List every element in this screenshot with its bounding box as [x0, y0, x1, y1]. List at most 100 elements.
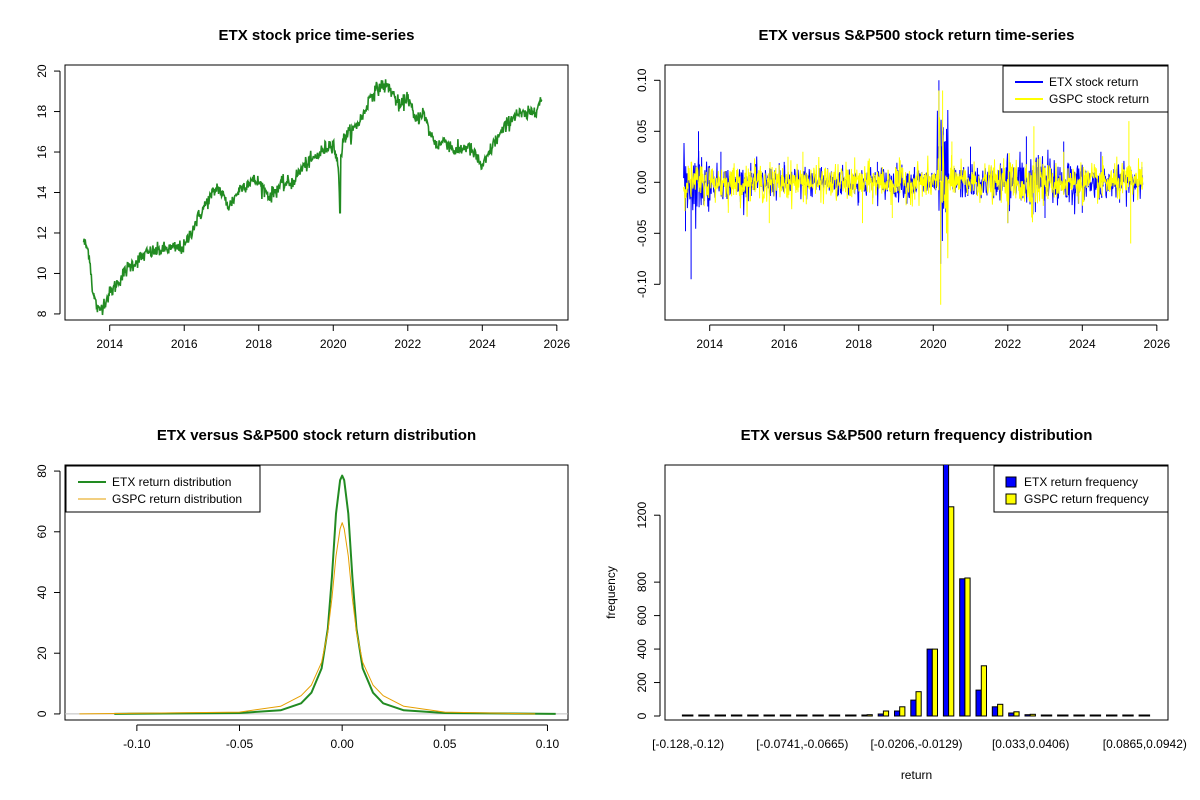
y-tick-label: 60 [35, 525, 49, 539]
plot-frame [64, 464, 569, 721]
etx-bar [828, 714, 835, 717]
chart-title: ETX versus S&P500 stock return distribut… [157, 427, 476, 444]
legend-box [1002, 65, 1169, 113]
etx-bar [975, 689, 982, 717]
etx-bar [1138, 714, 1145, 717]
y-tick-label: 200 [635, 672, 649, 692]
y-tick-label: 20 [35, 64, 49, 78]
etx-bar [779, 714, 786, 717]
chart-title: ETX versus S&P500 return frequency distr… [741, 427, 1093, 444]
plot-frame [664, 464, 1169, 721]
x-tick-label: 2024 [469, 337, 496, 351]
legend-label: ETX return frequency [1024, 475, 1138, 489]
x-tick-label: 2018 [245, 337, 272, 351]
x-tick-label: 2020 [320, 337, 347, 351]
gspc-bar [834, 714, 841, 717]
gspc-bar [964, 577, 971, 717]
y-tick-label: 600 [635, 605, 649, 625]
gspc-bar [1111, 714, 1118, 717]
y-tick-label: 0.05 [635, 119, 649, 143]
legend-label: GSPC stock return [1049, 92, 1149, 106]
x-tick-label: [-0.0741,-0.0665) [756, 737, 848, 751]
chart-title: ETX versus S&P500 stock return time-seri… [759, 27, 1075, 44]
gspc-bar [866, 714, 873, 717]
gspc-bar [997, 703, 1004, 717]
etx-bar [730, 714, 738, 717]
etx-bar [861, 714, 868, 717]
x-tick-label: 2014 [96, 337, 123, 351]
legend-box [65, 465, 261, 513]
etx-bar [991, 706, 998, 717]
x-axis-label: return [901, 768, 932, 782]
y-tick-label: 0 [635, 712, 649, 719]
gspc-bar [817, 714, 824, 717]
x-tick-label: 2020 [920, 337, 947, 351]
etx-bar [698, 714, 705, 717]
x-tick-label: 2026 [1143, 337, 1170, 351]
etx-bar [942, 465, 950, 717]
x-tick-label: 2026 [543, 337, 570, 351]
gspc-density-line [79, 522, 536, 715]
x-tick-label: 0.10 [536, 737, 560, 751]
return-distribution-panel: ETX versus S&P500 stock return distribut… [35, 427, 569, 751]
etx-bar [763, 714, 770, 717]
etx-bar [1073, 714, 1080, 717]
legend-swatch [1005, 476, 1017, 488]
x-tick-label: -0.10 [123, 737, 151, 751]
gspc-bar [1062, 714, 1069, 717]
y-tick-label: 12 [35, 226, 49, 240]
gspc-bar [1127, 714, 1134, 717]
gspc-bar [719, 714, 726, 717]
price-line [82, 79, 543, 316]
y-tick-label: 0.00 [635, 170, 649, 194]
y-tick-label: 80 [35, 464, 49, 478]
x-tick-label: 2022 [994, 337, 1021, 351]
gspc-bar [948, 506, 955, 717]
etx-bar [894, 710, 901, 717]
etx-bar [1106, 714, 1113, 717]
gspc-bar [785, 714, 792, 717]
gspc-bar [1013, 711, 1020, 717]
gspc-bar [1029, 713, 1036, 717]
gspc-bar [768, 714, 775, 717]
etx-bar [747, 714, 754, 717]
gspc-bar [1046, 714, 1053, 717]
x-tick-label: [0.033,0.0406) [992, 737, 1069, 751]
gspc-bar [801, 714, 808, 717]
legend-label: ETX return distribution [112, 475, 231, 489]
bars-group [681, 465, 1151, 717]
etx-bar [1008, 712, 1015, 717]
x-tick-label: 2018 [845, 337, 872, 351]
x-tick-label: -0.05 [226, 737, 254, 751]
return-timeseries-panel: ETX versus S&P500 stock return time-seri… [635, 27, 1170, 351]
legend-label: ETX stock return [1049, 75, 1138, 89]
y-tick-label: 14 [35, 186, 49, 200]
gspc-return-line [683, 90, 1144, 305]
plot-frame [64, 64, 569, 321]
gspc-bar [980, 665, 987, 717]
y-tick-label: 1200 [635, 502, 649, 529]
etx-bar [910, 699, 917, 717]
gspc-bar [1094, 714, 1102, 717]
etx-bar [681, 714, 689, 717]
legend-box [993, 465, 1169, 513]
x-tick-label: 2014 [696, 337, 723, 351]
gspc-bar [915, 691, 922, 717]
gspc-bar [687, 714, 694, 717]
gspc-bar [1143, 714, 1151, 717]
etx-bar [714, 714, 721, 717]
x-tick-label: 2022 [394, 337, 421, 351]
y-tick-label: 0.10 [635, 68, 649, 92]
y-axis-label: frequency [604, 566, 618, 619]
etx-bar [1040, 714, 1048, 717]
etx-bar [1024, 714, 1031, 717]
etx-bar [845, 714, 852, 717]
x-tick-label: [-0.0206,-0.0129) [870, 737, 962, 751]
etx-density-line [114, 474, 556, 715]
x-tick-label: 2016 [171, 337, 198, 351]
legend-swatch [1005, 493, 1017, 505]
x-tick-label: 0.00 [330, 737, 354, 751]
etx-bar [1057, 714, 1064, 717]
